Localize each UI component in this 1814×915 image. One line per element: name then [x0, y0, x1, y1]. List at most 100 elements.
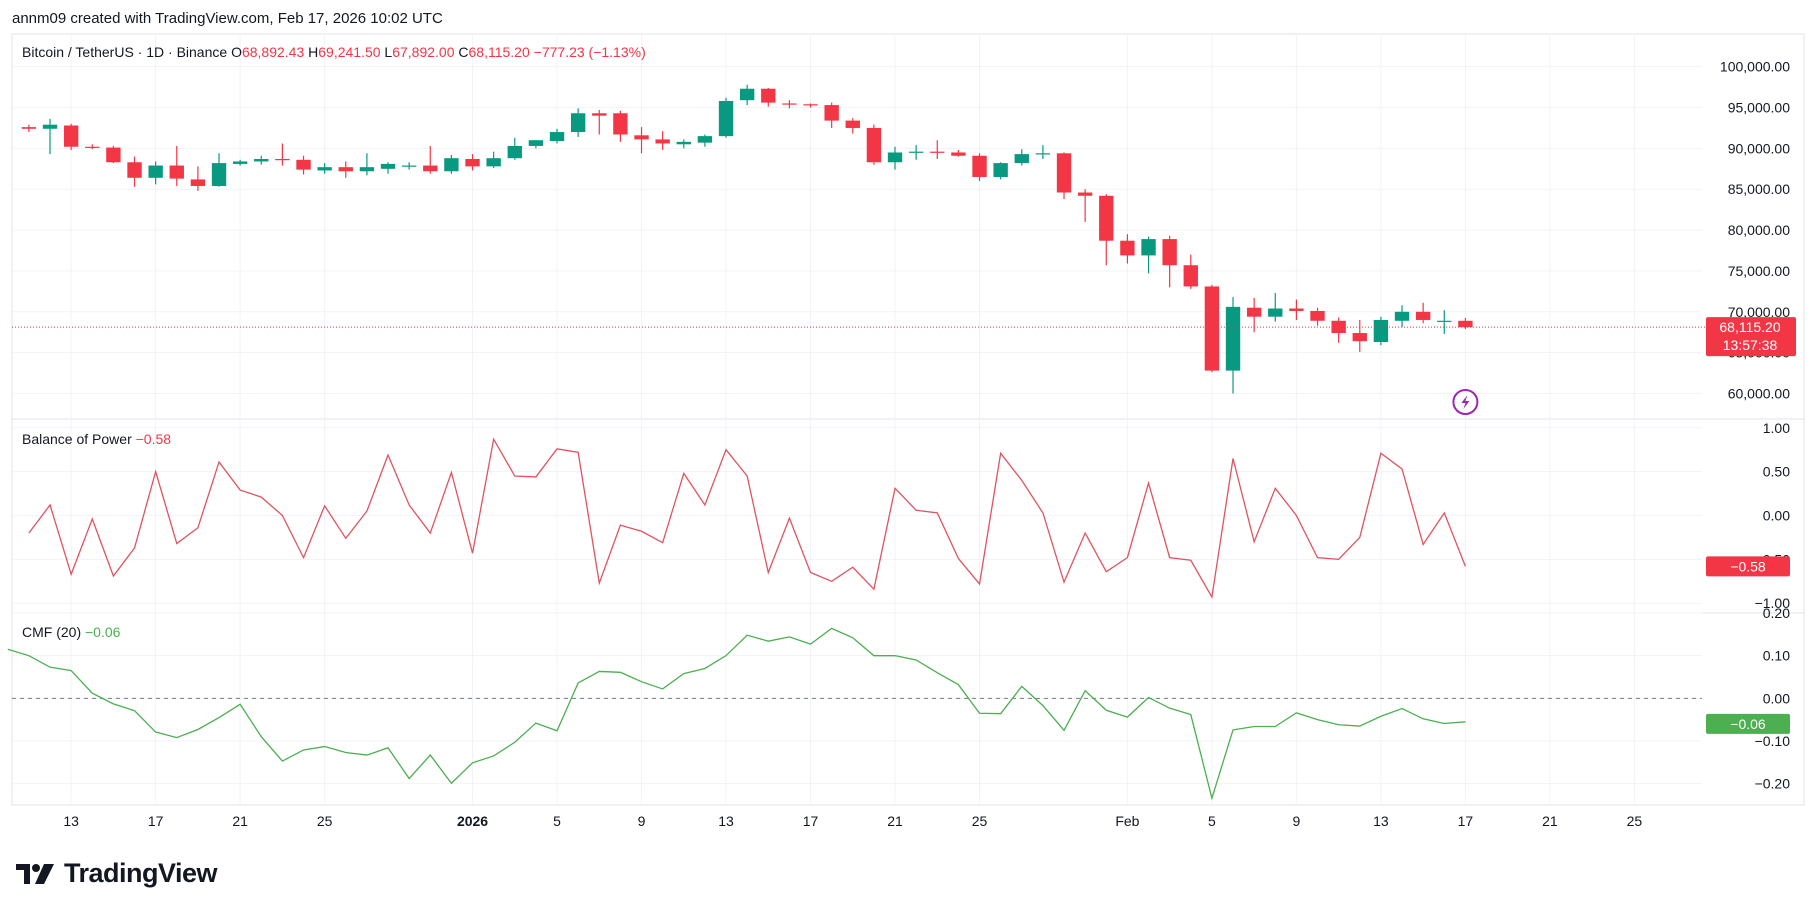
tradingview-brand[interactable]: TradingView: [14, 858, 218, 889]
x-axis-tick-label: 2026: [457, 813, 488, 829]
y-axis-tick-label: 85,000.00: [1728, 181, 1790, 197]
candle-body: [1289, 308, 1304, 311]
ohlc-value: 68,892.43: [242, 44, 308, 60]
legends: Bitcoin / TetherUS · 1D · Binance O68,89…: [22, 44, 646, 640]
candle-body: [1077, 192, 1093, 196]
y-axis-tick-label: 0.00: [1763, 508, 1790, 524]
candle-body: [42, 124, 58, 129]
candle-body: [1225, 306, 1241, 371]
candle-body: [296, 159, 311, 170]
bop-legend: Balance of Power −0.58: [22, 431, 171, 447]
cmf-pane: −0.20 −0.10 0.00 0.10 0.20 −0.06: [7, 605, 1791, 801]
candle-body: [655, 139, 670, 144]
y-axis-tick-label: 75,000.00: [1728, 263, 1790, 279]
candle-body: [866, 127, 882, 163]
candle-body: [951, 152, 966, 156]
candle-body: [444, 158, 459, 172]
candle-body: [634, 135, 649, 140]
ohlc-key: C: [458, 44, 468, 60]
candle-body: [211, 163, 227, 186]
x-axis-tick-label: 9: [638, 813, 646, 829]
price-change: −777.23 (−1.13%): [534, 44, 646, 60]
candle-body: [359, 167, 375, 172]
candle-body: [528, 140, 544, 146]
candle-body: [1458, 320, 1473, 328]
candle-body: [549, 132, 565, 142]
candle-body: [275, 159, 290, 161]
candle-body: [1437, 320, 1452, 322]
candle-body: [1162, 239, 1177, 266]
last-price-tag: [1706, 317, 1796, 357]
candle-body: [1204, 286, 1220, 371]
lightning-bolt: [1461, 395, 1470, 409]
x-axis-tick-label: 25: [317, 813, 333, 829]
candle-body: [1310, 310, 1325, 321]
x-axis-tick-label: 9: [1293, 813, 1301, 829]
y-axis-tick-label: −0.10: [1755, 733, 1791, 749]
candle-body: [338, 167, 353, 172]
bop-value-tag-label: −0.58: [1730, 558, 1766, 574]
candle-body: [1373, 319, 1389, 343]
candle-body: [845, 120, 860, 128]
candle-body: [1246, 307, 1262, 317]
x-axis-tick-label: 17: [148, 813, 164, 829]
candle-body: [465, 159, 480, 167]
candle-body: [887, 152, 903, 163]
x-axis-tick-label: 17: [1458, 813, 1474, 829]
y-axis-tick-label: 80,000.00: [1728, 222, 1790, 238]
candle-body: [739, 88, 755, 101]
last-price-value: 68,115.20: [1719, 319, 1780, 335]
candle-body: [803, 104, 818, 106]
ohlc-value: 67,892.00: [392, 44, 458, 60]
y-axis-tick-label: 95,000.00: [1728, 100, 1790, 116]
y-axis-tick-label: 90,000.00: [1728, 140, 1790, 156]
candle-body: [972, 155, 987, 177]
candle-body: [676, 141, 691, 145]
ohlc-value: 69,241.50: [318, 44, 384, 60]
brand-name: TradingView: [64, 858, 218, 888]
y-axis-tick-label: 0.00: [1763, 690, 1790, 706]
symbol-label[interactable]: Bitcoin / TetherUS · 1D · Binance: [22, 44, 231, 60]
x-axis-tick-label: 13: [718, 813, 734, 829]
y-axis-tick-label: −0.20: [1755, 776, 1791, 792]
x-axis-tick-label: 5: [1208, 813, 1216, 829]
candle-body: [106, 147, 121, 163]
countdown-timer: 13:57:38: [1723, 337, 1778, 353]
candle-body: [254, 159, 269, 162]
x-axis-tick-label: 25: [972, 813, 988, 829]
cmf-value-tag-label: −0.06: [1730, 716, 1766, 732]
pane-frames: [11, 33, 1805, 806]
y-axis-tick-label: 0.20: [1763, 605, 1790, 621]
cmf-title[interactable]: CMF (20): [22, 624, 85, 640]
grid-lines: [12, 34, 1702, 805]
candle-body: [782, 103, 797, 105]
candle-body: [824, 105, 839, 121]
y-axis-tick-label: 70,000.00: [1728, 304, 1790, 320]
bop-value-tag: [1706, 556, 1790, 577]
x-axis-tick-label: 21: [232, 813, 248, 829]
candle-body: [1352, 333, 1367, 342]
candle-body: [1120, 240, 1135, 256]
bop-series-line: [28, 437, 1467, 600]
cmf-value: −0.06: [85, 624, 121, 640]
y-axis-tick-label: 60,000.00: [1728, 385, 1790, 401]
y-axis-tick-label: 0.10: [1763, 648, 1790, 664]
bop-value: −0.58: [136, 431, 172, 447]
candle-body: [380, 163, 396, 169]
bop-title[interactable]: Balance of Power: [22, 431, 136, 447]
x-axis-tick-label: Feb: [1115, 813, 1139, 829]
y-axis-tick-label: 0.50: [1763, 464, 1790, 480]
x-axis-tick-label: 21: [1542, 813, 1558, 829]
x-axis-tick-label: 5: [553, 813, 561, 829]
candle-body: [993, 163, 1008, 177]
ohlc-key: O: [231, 44, 242, 60]
candle-body: [190, 179, 206, 186]
candle-body: [908, 151, 924, 153]
candle-body: [507, 145, 522, 159]
cmf-legend: CMF (20) −0.06: [22, 624, 121, 640]
candle-body: [317, 167, 332, 171]
candle-body: [1056, 153, 1072, 193]
candle-body: [1099, 195, 1114, 241]
candle-body: [232, 161, 248, 164]
cmf-value-tag: [1706, 713, 1790, 734]
